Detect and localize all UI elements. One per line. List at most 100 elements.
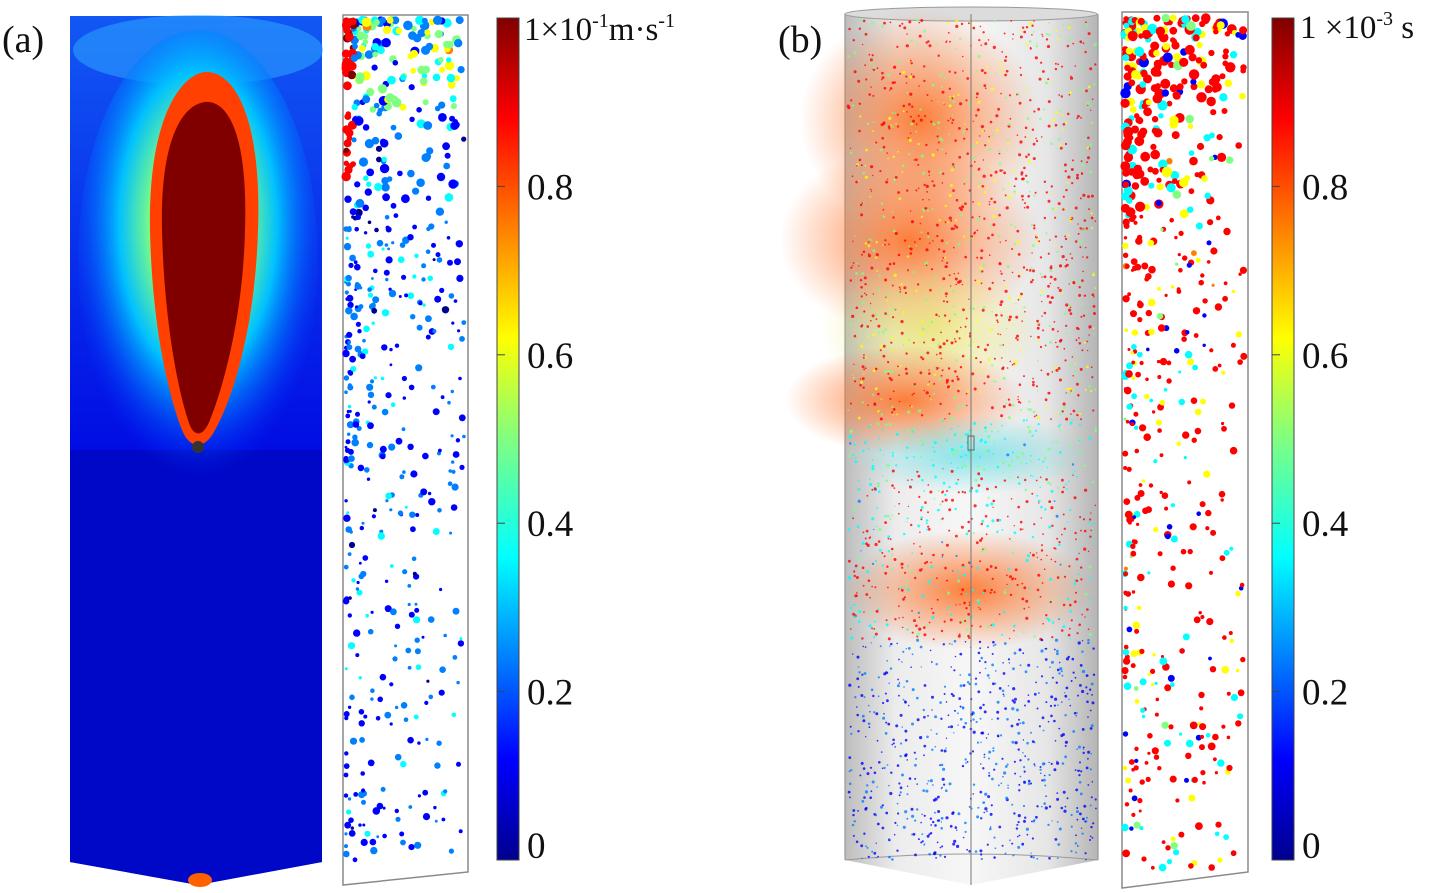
- colorbar-tick-label: 0.4: [1302, 504, 1348, 545]
- field-particle: [984, 119, 986, 121]
- particle: [1122, 242, 1129, 249]
- field-particle: [902, 344, 905, 346]
- field-particle: [1004, 707, 1007, 710]
- field-particle: [884, 328, 887, 332]
- particle: [1187, 480, 1192, 485]
- field-particle: [953, 433, 957, 437]
- particle: [443, 789, 448, 794]
- field-particle: [1036, 326, 1040, 330]
- field-particle: [850, 99, 853, 102]
- field-particle: [860, 694, 864, 697]
- field-particle: [1057, 202, 1061, 206]
- field-particle: [1030, 852, 1032, 854]
- field-particle: [1014, 577, 1017, 580]
- field-particle: [1082, 256, 1084, 258]
- field-particle: [1012, 577, 1015, 580]
- field-particle: [942, 172, 945, 175]
- field-particle: [1058, 827, 1062, 831]
- field-particle: [976, 217, 981, 221]
- particle: [398, 295, 402, 298]
- field-particle: [1012, 667, 1015, 671]
- particle: [438, 448, 442, 453]
- field-particle: [1018, 350, 1021, 353]
- field-particle: [1081, 67, 1084, 70]
- particle: [1125, 591, 1132, 597]
- field-particle: [952, 118, 955, 122]
- field-particle: [1013, 760, 1016, 763]
- field-particle: [849, 796, 851, 799]
- particle: [1134, 425, 1139, 430]
- particle: [354, 116, 364, 126]
- field-particle: [912, 119, 915, 123]
- field-particle: [980, 249, 984, 253]
- field-particle: [864, 646, 867, 648]
- particle: [1131, 69, 1141, 80]
- field-particle: [983, 146, 986, 149]
- field-particle: [1081, 832, 1084, 835]
- field-particle: [947, 726, 950, 728]
- field-particle: [923, 65, 926, 68]
- particle: [1145, 776, 1151, 783]
- field-particle: [1013, 185, 1016, 188]
- field-particle: [1054, 235, 1058, 238]
- particle: [403, 717, 409, 722]
- field-particle: [1019, 722, 1022, 725]
- field-particle: [1030, 223, 1034, 227]
- field-particle: [1015, 827, 1019, 830]
- particle: [423, 121, 433, 130]
- field-particle: [1094, 427, 1097, 430]
- field-particle: [928, 372, 931, 375]
- field-particle: [857, 685, 860, 688]
- particle: [1235, 331, 1242, 338]
- field-particle: [1023, 766, 1026, 769]
- field-particle: [897, 365, 899, 368]
- field-particle: [973, 422, 977, 425]
- field-particle: [1036, 139, 1039, 143]
- particle: [1179, 648, 1185, 654]
- particle: [367, 391, 375, 398]
- particle: [461, 136, 467, 142]
- field-particle: [883, 332, 885, 335]
- field-particle: [906, 255, 910, 258]
- field-particle: [916, 633, 920, 637]
- field-particle: [1030, 474, 1032, 477]
- field-particle: [926, 351, 930, 355]
- field-particle: [1036, 707, 1039, 710]
- field-particle: [918, 627, 922, 631]
- particle: [345, 307, 353, 315]
- particle: [1139, 214, 1144, 219]
- field-particle: [923, 29, 926, 33]
- field-particle: [1079, 412, 1082, 415]
- particle: [413, 616, 421, 624]
- field-particle: [875, 256, 878, 259]
- particle: [1239, 582, 1245, 588]
- particle: [1166, 183, 1176, 193]
- particle: [354, 226, 360, 232]
- field-particle: [1073, 579, 1076, 582]
- particle: [374, 183, 383, 191]
- field-particle: [998, 518, 1002, 522]
- field-particle: [911, 631, 914, 634]
- particle: [1127, 30, 1138, 41]
- field-particle: [1013, 624, 1016, 628]
- particle: [1145, 309, 1152, 317]
- field-particle: [1088, 438, 1091, 440]
- field-particle: [878, 761, 881, 764]
- field-particle: [923, 744, 927, 748]
- field-particle: [1067, 234, 1070, 237]
- field-particle: [1090, 529, 1092, 532]
- field-particle: [1043, 216, 1047, 220]
- field-particle: [903, 26, 907, 30]
- field-particle: [919, 455, 923, 458]
- particle: [408, 611, 415, 618]
- particle: [1187, 206, 1194, 213]
- field-particle: [1076, 632, 1079, 635]
- particle: [413, 714, 419, 720]
- field-particle: [1053, 277, 1057, 281]
- field-particle: [937, 795, 940, 799]
- field-particle: [992, 640, 995, 644]
- field-particle: [1027, 694, 1030, 696]
- field-particle: [1041, 33, 1043, 36]
- field-particle: [1000, 300, 1004, 304]
- particle: [1206, 96, 1216, 107]
